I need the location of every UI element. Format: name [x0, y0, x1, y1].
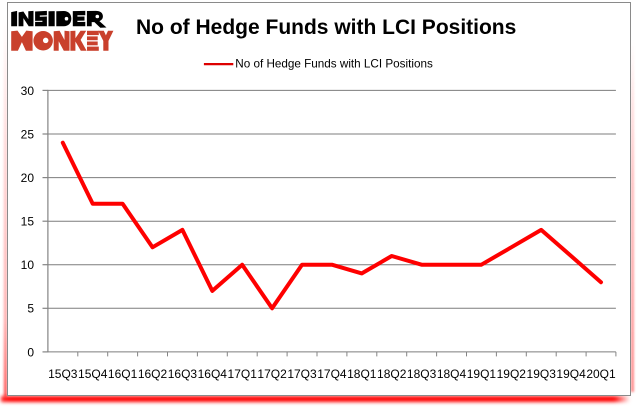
svg-text:No of Hedge Funds with LCI Pos: No of Hedge Funds with LCI Positions: [235, 57, 433, 70]
svg-text:16Q3: 16Q3: [168, 367, 198, 381]
svg-text:16Q1: 16Q1: [108, 367, 138, 381]
svg-text:15Q4: 15Q4: [78, 367, 108, 381]
svg-text:18Q3: 18Q3: [407, 367, 437, 381]
svg-text:19Q1: 19Q1: [467, 367, 497, 381]
svg-text:18Q2: 18Q2: [377, 367, 407, 381]
svg-text:17Q2: 17Q2: [257, 367, 287, 381]
svg-text:19Q3: 19Q3: [527, 367, 557, 381]
svg-text:20: 20: [21, 171, 35, 185]
svg-text:16Q2: 16Q2: [138, 367, 168, 381]
svg-text:10: 10: [21, 258, 35, 272]
svg-text:15: 15: [21, 215, 35, 229]
svg-text:17Q3: 17Q3: [287, 367, 317, 381]
svg-text:25: 25: [21, 127, 35, 141]
svg-text:20Q1: 20Q1: [586, 367, 616, 381]
svg-text:18Q1: 18Q1: [347, 367, 377, 381]
svg-text:5: 5: [27, 302, 34, 316]
svg-text:0: 0: [27, 345, 34, 359]
svg-text:17Q1: 17Q1: [228, 367, 258, 381]
svg-text:19Q2: 19Q2: [497, 367, 527, 381]
svg-text:16Q4: 16Q4: [198, 367, 228, 381]
svg-text:30: 30: [21, 84, 35, 98]
svg-text:17Q4: 17Q4: [317, 367, 347, 381]
svg-text:18Q4: 18Q4: [437, 367, 467, 381]
svg-text:15Q3: 15Q3: [48, 367, 78, 381]
svg-text:19Q4: 19Q4: [556, 367, 586, 381]
